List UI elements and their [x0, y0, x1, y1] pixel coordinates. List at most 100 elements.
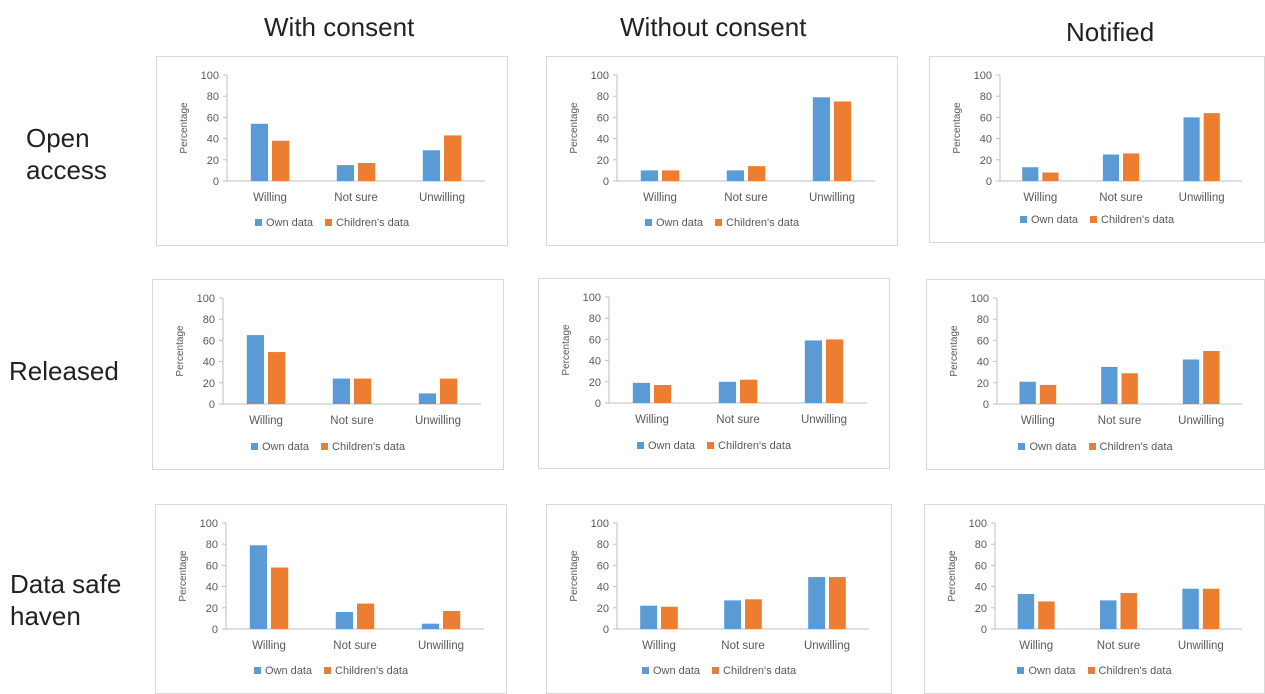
chart-legend: Own data Children's data [547, 217, 897, 229]
legend-label: Own data [261, 441, 310, 453]
legend-label: Own data [265, 217, 314, 229]
bar-own-data-not-sure [332, 378, 350, 404]
y-tick-label: 40 [207, 134, 219, 146]
chart-legend: Own data Children's data [930, 214, 1264, 226]
x-category-label: Not sure [1099, 192, 1142, 204]
y-tick-label: 60 [980, 112, 992, 124]
legend-swatch [644, 218, 652, 226]
bar-childrens-data-not-sure [354, 378, 372, 404]
x-category-label: Not sure [724, 192, 767, 204]
y-tick-label: 100 [200, 518, 218, 530]
y-tick-label: 20 [597, 603, 609, 615]
bar-own-data-not-sure [1101, 366, 1118, 404]
bar-own-data-unwilling [1182, 588, 1199, 629]
y-tick-label: 40 [203, 357, 215, 369]
y-tick-label: 40 [980, 134, 992, 146]
y-tick-label: 100 [591, 70, 609, 82]
bar-own-data-willing [249, 545, 267, 629]
column-header-with-consent: With consent [264, 12, 415, 42]
y-tick-label: 0 [986, 176, 992, 188]
y-tick-label: 60 [207, 112, 219, 124]
bar-childrens-data-unwilling [1202, 588, 1220, 629]
chart-panel-open-access-without-consent: Percentage 0 20 40 60 80 100 Willing Not sure Unw… [546, 56, 898, 246]
legend-label: Children's data [1098, 665, 1172, 677]
legend-swatch [1088, 442, 1096, 450]
legend-label: Children's data [335, 665, 409, 677]
y-tick-label: 60 [206, 560, 218, 572]
bar-own-data-willing [1022, 167, 1039, 181]
bar-childrens-data-willing [1038, 601, 1055, 629]
legend-label: Own data [647, 440, 696, 452]
legend-item-own-data: Own data [253, 665, 313, 677]
legend-item-own-data: Own data [644, 217, 703, 229]
legend-label: Own data [1028, 665, 1076, 677]
x-category-label: Unwilling [804, 640, 850, 652]
y-tick-label: 60 [589, 334, 601, 346]
x-category-label: Not sure [1098, 415, 1141, 427]
y-tick-label: 20 [207, 155, 219, 167]
bar-childrens-data-not-sure [1123, 153, 1140, 181]
legend-item-childrens-data: Children's data [707, 440, 791, 452]
bar-childrens-data-not-sure [358, 162, 376, 181]
bar-own-data-willing [250, 123, 268, 181]
bar-own-data-unwilling [418, 393, 436, 404]
x-category-label: Unwilling [415, 415, 461, 427]
bar-childrens-data-not-sure [740, 379, 758, 403]
legend-label: Own data [264, 665, 313, 677]
y-tick-label: 20 [977, 378, 989, 390]
bar-own-data-unwilling [804, 340, 822, 403]
legend-label: Children's data [336, 217, 410, 229]
bar-childrens-data-willing [268, 352, 286, 404]
chart-svg: Percentage 0 20 40 60 80 100 Willing Not sure Unw… [175, 293, 481, 427]
chart-legend: Own data Children's data [153, 441, 503, 453]
bar-own-data-willing [640, 605, 657, 629]
y-tick-label: 0 [595, 398, 601, 410]
y-tick-label: 0 [213, 176, 219, 188]
bar-childrens-data-unwilling [826, 339, 844, 403]
legend-item-own-data: Own data [250, 441, 310, 453]
bar-childrens-data-willing [1042, 172, 1059, 181]
legend-item-own-data: Own data [254, 217, 314, 229]
legend-label: Own data [1029, 441, 1077, 453]
bar-childrens-data-unwilling [829, 577, 846, 629]
bar-own-data-unwilling [808, 577, 825, 629]
y-axis-label: Percentage [952, 102, 963, 154]
bar-childrens-data-unwilling [443, 610, 461, 629]
bar-own-data-unwilling [421, 623, 439, 629]
y-tick-label: 100 [197, 293, 215, 305]
bar-childrens-data-unwilling [440, 378, 458, 404]
x-category-label: Unwilling [1179, 192, 1225, 204]
legend-swatch [1019, 215, 1027, 223]
x-category-label: Willing [1021, 415, 1055, 427]
legend-swatch [715, 218, 723, 226]
x-category-label: Not sure [1097, 640, 1140, 652]
legend-swatch [1087, 666, 1095, 674]
y-axis-label: Percentage [175, 325, 186, 377]
bar-own-data-unwilling [422, 150, 440, 181]
legend-swatch [636, 441, 644, 449]
x-category-label: Willing [1023, 192, 1057, 204]
chart-svg: Percentage 0 20 40 60 80 100 Willing Not sure Unw… [179, 70, 485, 204]
y-tick-label: 100 [583, 292, 601, 304]
x-category-label: Willing [252, 640, 286, 652]
y-tick-label: 20 [597, 155, 609, 167]
y-axis-label: Percentage [569, 550, 580, 602]
x-category-label: Willing [642, 640, 676, 652]
legend-label: Children's data [1099, 441, 1173, 453]
y-tick-label: 0 [603, 624, 609, 636]
chart-panel-data-safe-haven-without-consent: Percentage 0 20 40 60 80 100 Willing Not sure Unw… [546, 504, 892, 694]
chart-svg: Percentage 0 20 40 60 80 100 Willing Not sure Unw… [947, 518, 1242, 652]
x-category-label: Willing [635, 414, 669, 426]
y-tick-label: 100 [969, 518, 987, 530]
chart-panel-released-without-consent: Percentage 0 20 40 60 80 100 Willing Not sure Unw… [538, 278, 890, 469]
legend-item-childrens-data: Children's data [1088, 441, 1173, 453]
x-category-label: Not sure [721, 640, 764, 652]
bar-childrens-data-not-sure [1121, 373, 1138, 404]
y-tick-label: 80 [975, 539, 987, 551]
chart-svg: Percentage 0 20 40 60 80 100 Willing Not sure Unw… [561, 292, 867, 426]
y-tick-label: 80 [207, 91, 219, 103]
chart-legend: Own data Children's data [157, 217, 507, 229]
chart-legend: Own data Children's data [547, 665, 891, 677]
legend-swatch [1017, 666, 1025, 674]
y-tick-label: 20 [203, 378, 215, 390]
